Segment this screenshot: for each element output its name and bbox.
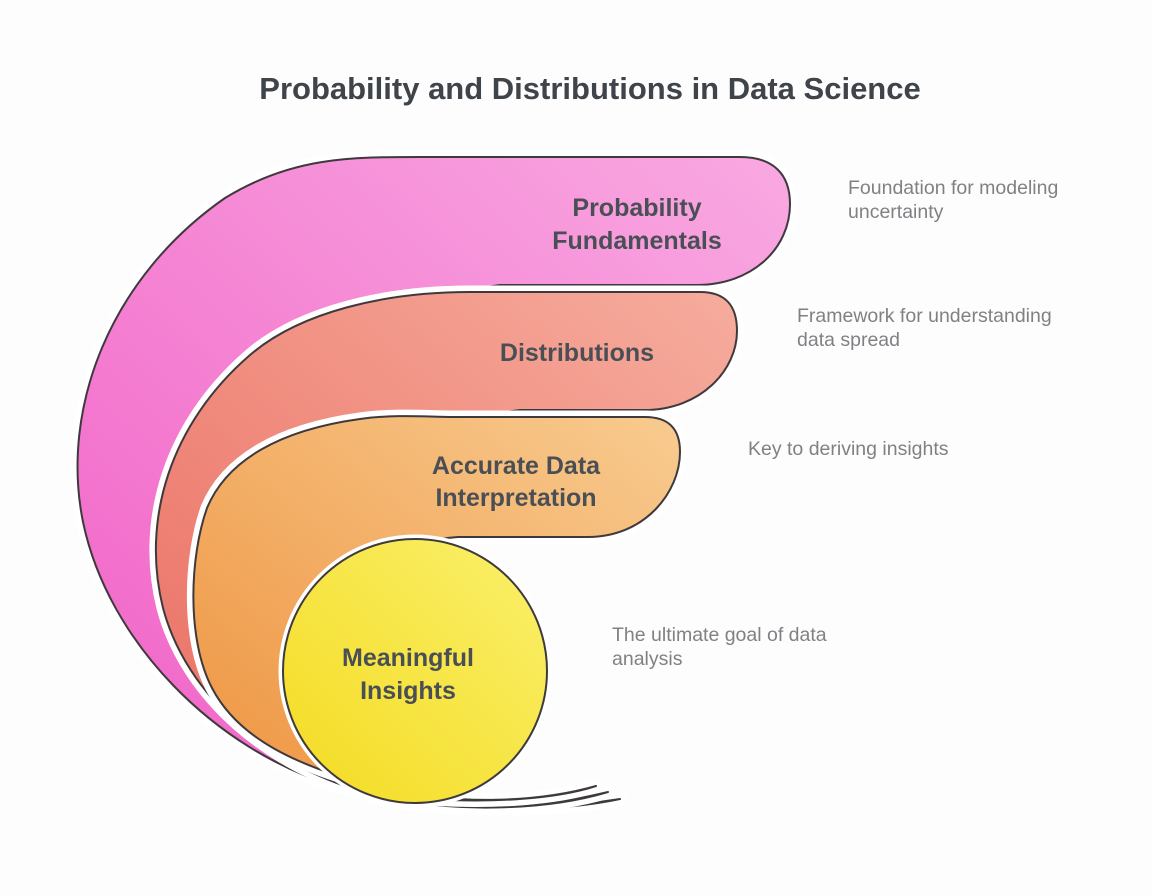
- label-probability-fundamentals-line2: Fundamentals: [552, 227, 721, 255]
- annotation-distributions-line1: Framework for understanding: [797, 305, 1052, 327]
- annotation-insights-line1: The ultimate goal of data: [612, 624, 827, 646]
- label-accurate-data-line2: Interpretation: [435, 484, 596, 512]
- annotations: Foundation for modeling uncertainty Fram…: [612, 177, 1058, 670]
- label-meaningful-insights-line1: Meaningful: [342, 644, 474, 672]
- label-meaningful-insights-line2: Insights: [360, 677, 456, 705]
- label-distributions: Distributions: [500, 339, 654, 367]
- page-title: Probability and Distributions in Data Sc…: [259, 71, 920, 106]
- label-probability-fundamentals-line1: Probability: [572, 194, 701, 222]
- annotation-distributions-line2: data spread: [797, 329, 900, 351]
- annotation-probability-line1: Foundation for modeling: [848, 177, 1058, 199]
- annotation-interpretation-line1: Key to deriving insights: [748, 438, 949, 460]
- label-accurate-data-line1: Accurate Data: [432, 452, 601, 480]
- annotation-probability-line2: uncertainty: [848, 201, 944, 223]
- annotation-insights-line2: analysis: [612, 648, 683, 670]
- shape-labels: Probability Fundamentals Distributions A…: [342, 194, 722, 705]
